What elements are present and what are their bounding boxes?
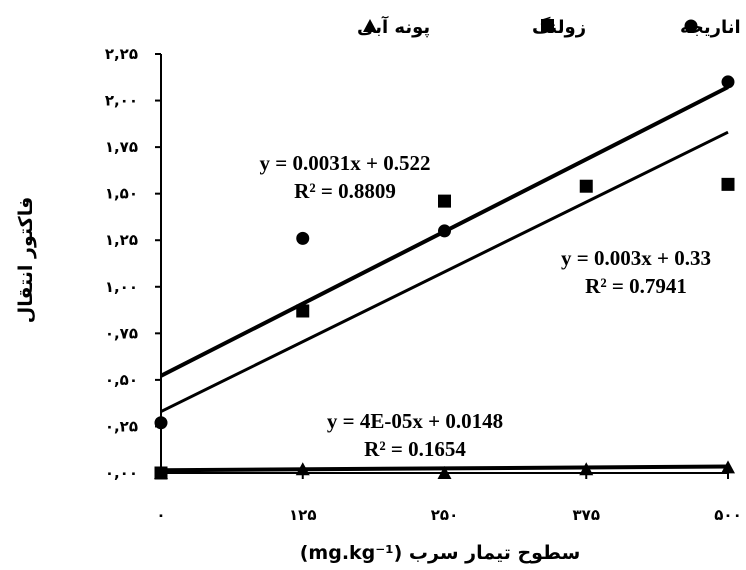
r2-pooneh: R² = 0.1654 bbox=[364, 437, 466, 461]
eq-zolang: y = 0.003x + 0.33 bbox=[561, 246, 711, 270]
point-circle bbox=[154, 416, 168, 430]
x-axis-title: سطوح تیمار سرب (mg.kg⁻¹) bbox=[300, 542, 581, 564]
point-triangle bbox=[154, 466, 168, 479]
point-circle bbox=[438, 224, 451, 238]
legend-triangle-marker bbox=[363, 19, 377, 32]
point-circle bbox=[296, 231, 310, 245]
point-triangle bbox=[721, 460, 735, 474]
y-tick-label: ۱,۵۰ bbox=[105, 185, 138, 203]
eq-pooneh: y = 4E-05x + 0.0148 bbox=[327, 409, 503, 433]
x-tick-label: ۲۵۰ bbox=[431, 506, 458, 524]
y-tick-label: ۰,۲۵ bbox=[105, 417, 138, 435]
point-triangle bbox=[579, 462, 594, 476]
point-square bbox=[438, 194, 451, 208]
point-square bbox=[579, 179, 593, 193]
y-tick-label: ۲,۰۰ bbox=[105, 92, 138, 110]
trendline-2 bbox=[160, 130, 729, 413]
r2-zolang: R² = 0.7941 bbox=[585, 274, 687, 298]
y-tick-label: ۰,۷۵ bbox=[105, 324, 138, 342]
legend-circle-marker bbox=[684, 19, 698, 33]
x-tick-label: ۰ bbox=[156, 506, 165, 524]
r2-anarijeh: R² = 0.8809 bbox=[294, 179, 396, 203]
x-tick-label: ۵۰۰ bbox=[714, 506, 741, 524]
y-tick-label: ۱,۰۰ bbox=[105, 278, 138, 296]
x-tick-label: ۱۲۵ bbox=[289, 506, 316, 524]
y-tick-label: ۰,۰۰ bbox=[105, 464, 138, 482]
legend: اناریجه زولنگ پونه آبی bbox=[357, 15, 741, 38]
legend-label-pooneh: پونه آبی bbox=[357, 15, 430, 38]
y-axis-title: فاکتور انتقال bbox=[15, 197, 37, 324]
x-tick-label: ۳۷۵ bbox=[573, 506, 600, 524]
point-square bbox=[296, 304, 310, 318]
legend-label-zolang: زولنگ bbox=[532, 16, 586, 38]
legend-label-anarijeh: اناریجه bbox=[680, 17, 741, 38]
point-triangle bbox=[295, 462, 310, 476]
y-tick-label: ۲,۲۵ bbox=[105, 45, 138, 63]
point-circle bbox=[721, 75, 735, 89]
y-tick-label: ۱,۷۵ bbox=[105, 138, 138, 156]
legend-square-marker bbox=[541, 19, 554, 32]
x-axis-ticks: ۰ ۱۲۵ ۲۵۰ ۳۷۵ ۵۰۰ bbox=[156, 473, 742, 524]
y-tick-label: ۰,۵۰ bbox=[105, 371, 138, 389]
eq-anarijeh: y = 0.0031x + 0.522 bbox=[260, 151, 431, 175]
point-square bbox=[721, 177, 735, 191]
point-triangle bbox=[437, 466, 452, 479]
y-tick-label: ۱,۲۵ bbox=[105, 231, 138, 249]
y-axis-ticks: ۰,۰۰ ۰,۲۵ ۰,۵۰ ۰,۷۵ ۱,۰۰ ۱,۲۵ ۱,۵۰ ۱,۷۵ ۲,۰۰ ۲,۲۵ bbox=[105, 45, 161, 482]
data-points bbox=[154, 75, 735, 480]
